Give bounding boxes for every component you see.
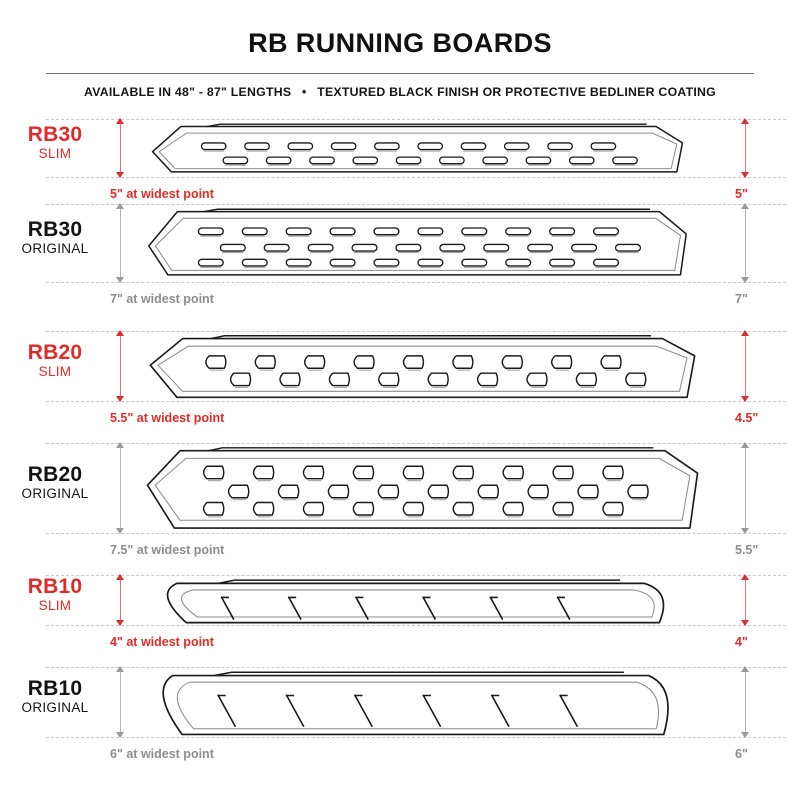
arrow-head-up-icon xyxy=(116,574,124,580)
height-measurement-label: 7" xyxy=(735,292,748,306)
width-measurement-label: 6" at widest point xyxy=(110,747,214,761)
product-name-block: RB10 ORIGINAL xyxy=(0,677,110,717)
arrow-head-down-icon xyxy=(741,732,749,738)
product-variant: ORIGINAL xyxy=(21,241,89,257)
product-model: RB30 xyxy=(27,123,83,146)
width-measurement-label: 7.5" at widest point xyxy=(110,543,225,557)
arrow-shaft xyxy=(745,204,746,282)
running-board-illustration xyxy=(130,119,705,183)
height-measurement-label: 5" xyxy=(735,187,748,201)
arrow-head-up-icon xyxy=(116,203,124,209)
arrow-head-down-icon xyxy=(116,396,124,402)
guide-line-bottom xyxy=(46,177,786,178)
arrow-shaft xyxy=(745,331,746,401)
arrow-shaft xyxy=(120,443,121,533)
product-row: RB20 SLIM 5.5" at widest point 4.5" xyxy=(0,323,800,435)
guide-line-top xyxy=(46,119,786,120)
guide-line-bottom xyxy=(46,282,786,283)
arrow-shaft xyxy=(745,667,746,737)
arrow-head-up-icon xyxy=(741,330,749,336)
product-model: RB20 xyxy=(27,463,83,486)
subtitle-lengths: AVAILABLE IN 48" - 87" LENGTHS xyxy=(84,85,292,99)
arrow-head-down-icon xyxy=(741,172,749,178)
product-row: RB30 SLIM 5" at widest point 5" xyxy=(0,111,800,201)
product-row: RB20 ORIGINAL 7.5" at widest point 5.5" xyxy=(0,435,800,567)
arrow-shaft xyxy=(120,667,121,737)
product-row: RB10 ORIGINAL 6" at widest point 6" xyxy=(0,659,800,771)
guide-line-top xyxy=(46,667,786,668)
running-board-illustration xyxy=(130,443,715,539)
height-measurement-label: 4" xyxy=(735,635,748,649)
arrow-head-up-icon xyxy=(116,330,124,336)
arrow-shaft xyxy=(745,443,746,533)
running-board-illustration xyxy=(130,331,715,407)
guide-line-top xyxy=(46,575,786,576)
arrow-head-up-icon xyxy=(741,442,749,448)
arrow-head-up-icon xyxy=(741,118,749,124)
height-measurement-label: 4.5" xyxy=(735,411,759,425)
sheet-header: RB RUNNING BOARDS AVAILABLE IN 48" - 87"… xyxy=(0,0,800,99)
height-measurement-label: 5.5" xyxy=(735,543,759,557)
title-divider xyxy=(46,73,754,74)
product-row: RB10 SLIM 4" at widest point 4" xyxy=(0,567,800,659)
guide-line-bottom xyxy=(46,401,786,402)
arrow-head-up-icon xyxy=(741,666,749,672)
width-measurement-label: 5.5" at widest point xyxy=(110,411,225,425)
arrow-head-up-icon xyxy=(741,574,749,580)
arrow-shaft xyxy=(120,575,121,625)
product-model: RB10 xyxy=(27,677,83,700)
arrow-shaft xyxy=(745,575,746,625)
guide-line-bottom xyxy=(46,625,786,626)
product-model: RB10 xyxy=(27,575,83,598)
guide-line-bottom xyxy=(46,737,786,738)
product-model: RB30 xyxy=(27,218,83,241)
product-name-block: RB20 ORIGINAL xyxy=(0,463,110,503)
page-title: RB RUNNING BOARDS xyxy=(248,28,552,58)
arrow-head-down-icon xyxy=(741,620,749,626)
product-name-block: RB10 SLIM xyxy=(0,575,110,615)
arrow-shaft xyxy=(120,204,121,282)
arrow-head-down-icon xyxy=(741,396,749,402)
arrow-head-down-icon xyxy=(741,277,749,283)
arrow-shaft xyxy=(745,119,746,177)
running-board-illustration xyxy=(130,667,695,743)
running-board-illustration xyxy=(130,575,695,631)
product-name-block: RB20 SLIM xyxy=(0,341,110,381)
width-measurement-label: 4" at widest point xyxy=(110,635,214,649)
arrow-head-down-icon xyxy=(116,620,124,626)
product-name-block: RB30 SLIM xyxy=(0,123,110,163)
guide-line-bottom xyxy=(46,533,786,534)
subtitle-finish: TEXTURED BLACK FINISH OR PROTECTIVE BEDL… xyxy=(317,85,716,99)
arrow-head-up-icon xyxy=(741,203,749,209)
product-variant: SLIM xyxy=(38,364,72,380)
arrow-head-up-icon xyxy=(116,442,124,448)
arrow-head-down-icon xyxy=(116,528,124,534)
bullet-separator-icon: • xyxy=(301,85,307,99)
width-measurement-label: 7" at widest point xyxy=(110,292,214,306)
product-row: RB30 ORIGINAL 7" at widest point 7" xyxy=(0,196,800,323)
arrow-shaft xyxy=(120,119,121,177)
product-variant: ORIGINAL xyxy=(21,486,89,502)
product-variant: ORIGINAL xyxy=(21,700,89,716)
product-model: RB20 xyxy=(27,341,83,364)
arrow-head-down-icon xyxy=(741,528,749,534)
product-variant: SLIM xyxy=(38,598,72,614)
arrow-head-down-icon xyxy=(116,172,124,178)
width-measurement-label: 5" at widest point xyxy=(110,187,214,201)
product-name-block: RB30 ORIGINAL xyxy=(0,218,110,258)
arrow-shaft xyxy=(120,331,121,401)
running-board-illustration xyxy=(130,204,705,288)
arrow-head-down-icon xyxy=(116,732,124,738)
guide-line-top xyxy=(46,204,786,205)
arrow-head-up-icon xyxy=(116,666,124,672)
guide-line-top xyxy=(46,443,786,444)
guide-line-top xyxy=(46,331,786,332)
arrow-head-down-icon xyxy=(116,277,124,283)
height-measurement-label: 6" xyxy=(735,747,748,761)
arrow-head-up-icon xyxy=(116,118,124,124)
page-subtitle: AVAILABLE IN 48" - 87" LENGTHS • TEXTURE… xyxy=(0,74,800,99)
product-variant: SLIM xyxy=(38,146,72,162)
